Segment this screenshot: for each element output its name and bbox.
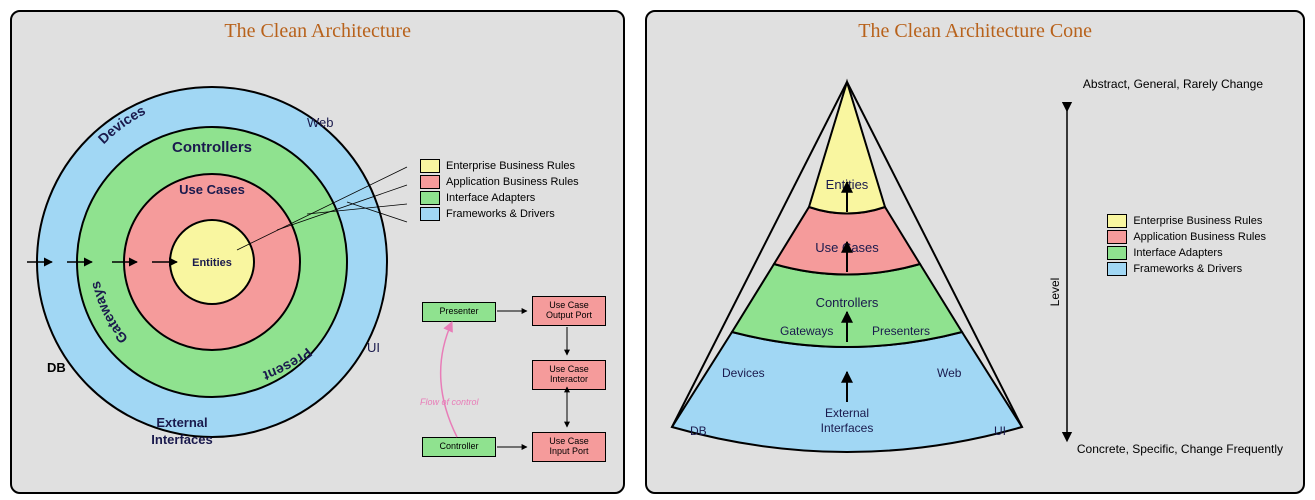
legend-entities: Enterprise Business Rules	[420, 159, 579, 173]
abstract-label: Abstract, General, Rarely Change	[1083, 77, 1263, 91]
external-label: External	[156, 415, 207, 430]
cone-legend-frameworks: Frameworks & Drivers	[1107, 262, 1266, 276]
ui-label: UI	[367, 340, 380, 355]
usecases-label: Use Cases	[179, 182, 245, 197]
interfaces-label: Interfaces	[151, 432, 212, 447]
svg-text:Level: Level	[1048, 278, 1062, 307]
cone-legend-entities: Enterprise Business Rules	[1107, 214, 1266, 228]
svg-text:Web: Web	[937, 366, 962, 380]
left-title: The Clean Architecture	[12, 12, 623, 47]
cone-legend-adapters: Interface Adapters	[1107, 246, 1266, 260]
svg-text:Interfaces: Interfaces	[821, 421, 874, 435]
legend-usecases: Application Business Rules	[420, 175, 579, 189]
clean-architecture-cone-panel: The Clean Architecture Cone Entities Use…	[645, 10, 1305, 494]
concentric-circles-diagram: Devices Web DB UI External Interfaces Co…	[17, 52, 417, 452]
circles-legend: Enterprise Business Rules Application Bu…	[420, 157, 579, 223]
concrete-label: Concrete, Specific, Change Frequently	[1077, 442, 1283, 456]
svg-text:Presenters: Presenters	[872, 324, 930, 338]
level-axis: Level	[1047, 92, 1087, 452]
right-title: The Clean Architecture Cone	[647, 12, 1303, 47]
svg-text:UI: UI	[994, 424, 1006, 438]
controllers-label: Controllers	[172, 139, 252, 156]
svg-text:External: External	[825, 406, 869, 420]
web-label: Web	[307, 115, 334, 130]
cone-legend-usecases: Application Business Rules	[1107, 230, 1266, 244]
legend-frameworks: Frameworks & Drivers	[420, 207, 579, 221]
cone-diagram: Entities Use Cases Controllers Gateways …	[662, 57, 1032, 487]
legend-adapters: Interface Adapters	[420, 191, 579, 205]
svg-text:Devices: Devices	[722, 366, 765, 380]
svg-text:DB: DB	[690, 424, 707, 438]
flow-arrows	[412, 287, 632, 487]
db-label: DB	[47, 360, 66, 375]
cone-legend: Enterprise Business Rules Application Bu…	[1107, 212, 1266, 278]
svg-text:Gateways: Gateways	[780, 324, 833, 338]
svg-text:Controllers: Controllers	[816, 295, 879, 310]
clean-architecture-circles-panel: The Clean Architecture Devices Web DB UI…	[10, 10, 625, 494]
entities-label: Entities	[192, 257, 232, 269]
